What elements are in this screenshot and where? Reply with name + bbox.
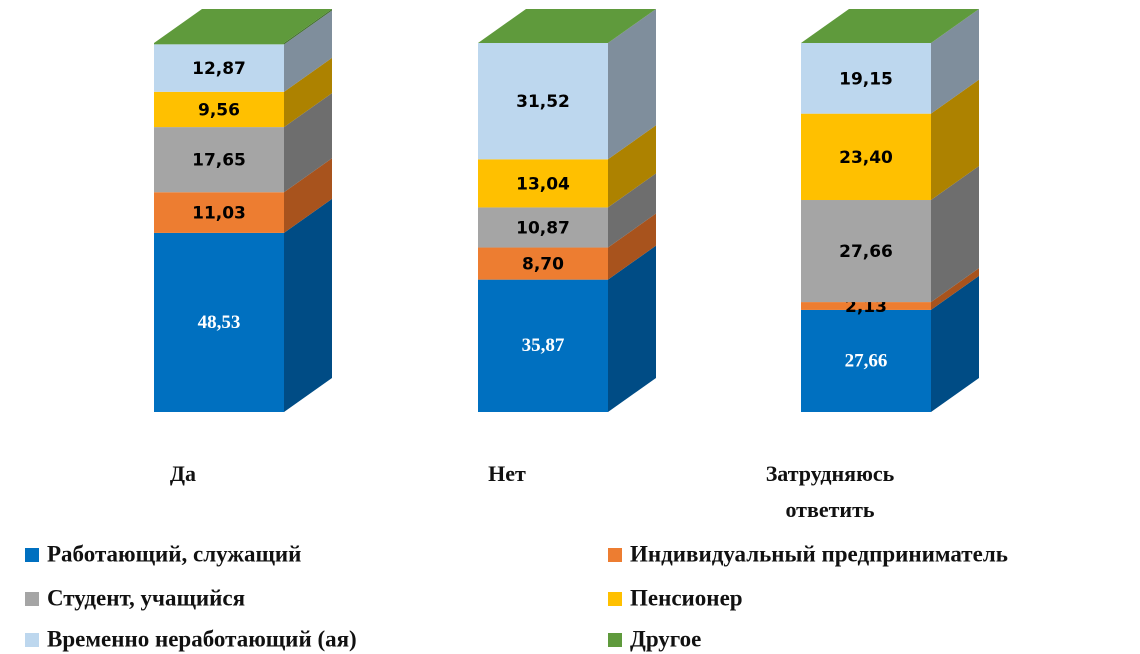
bar-segment [801, 113, 931, 201]
legend-label: Другое [630, 626, 701, 651]
bar-side [284, 57, 332, 128]
bar-side [284, 93, 332, 193]
legend-swatch [608, 592, 622, 606]
bar-side [931, 166, 979, 303]
value-label: 17,65 [192, 151, 246, 171]
bar-side [608, 9, 656, 160]
value-label: 11,03 [192, 204, 246, 224]
legend-swatch [608, 633, 622, 647]
legend-label: Пенсионер [630, 585, 743, 610]
value-label: 27,66 [839, 242, 893, 262]
bar-side [931, 268, 979, 310]
legend-label: Работающий, служащий [47, 541, 301, 566]
legend-swatch [608, 548, 622, 562]
legend-label: Индивидуальный предприниматель [630, 541, 1008, 566]
bar-side [931, 9, 979, 114]
bar-segment [801, 43, 931, 114]
bar-segment [801, 200, 931, 303]
value-label: 31,52 [516, 92, 570, 112]
bar-side [284, 9, 332, 45]
bar-segment [154, 43, 284, 45]
legend-label: Студент, учащийся [47, 585, 245, 610]
x-tick-label: Затрудняюсь ответить [765, 461, 895, 522]
value-label: 10,87 [516, 218, 570, 238]
x-tick-label: Да [169, 461, 197, 486]
value-label: 48,53 [198, 312, 241, 333]
value-label: 27,66 [845, 350, 888, 371]
bar-side [284, 10, 332, 92]
x-tick-label: Нет [488, 461, 526, 486]
value-label: 23,40 [839, 148, 893, 168]
bar-side [284, 198, 332, 412]
bar-side [608, 173, 656, 248]
value-label: 35,87 [522, 335, 565, 356]
bar-segment [154, 44, 284, 92]
bar-segment [801, 309, 931, 412]
bar-segment [801, 302, 931, 310]
bar-top [801, 9, 979, 43]
bar-segment [154, 232, 284, 412]
bar-segment [478, 279, 608, 412]
bar-segment [478, 159, 608, 208]
bar-segment [478, 43, 608, 160]
legend-swatch [25, 592, 39, 606]
bar-side [608, 125, 656, 208]
value-label: 13,04 [516, 174, 570, 194]
legend-swatch [25, 548, 39, 562]
bar-segment [154, 192, 284, 233]
value-label: 9,56 [198, 100, 240, 120]
bar-side [931, 79, 979, 201]
bar-side [284, 158, 332, 233]
legend-swatch [25, 633, 39, 647]
bar-side [931, 275, 979, 412]
value-label: 19,15 [839, 69, 893, 89]
bar-side [608, 213, 656, 280]
bar-top [478, 9, 656, 43]
bar-segment [478, 207, 608, 248]
value-label: 8,70 [522, 255, 564, 275]
legend-label: Временно неработающий (ая) [47, 626, 357, 651]
bar-side [608, 245, 656, 412]
value-label: 12,87 [192, 59, 246, 79]
bar-segment [478, 247, 608, 280]
bar-segment [154, 127, 284, 193]
bar-top [154, 9, 332, 43]
bar-segment [154, 91, 284, 128]
